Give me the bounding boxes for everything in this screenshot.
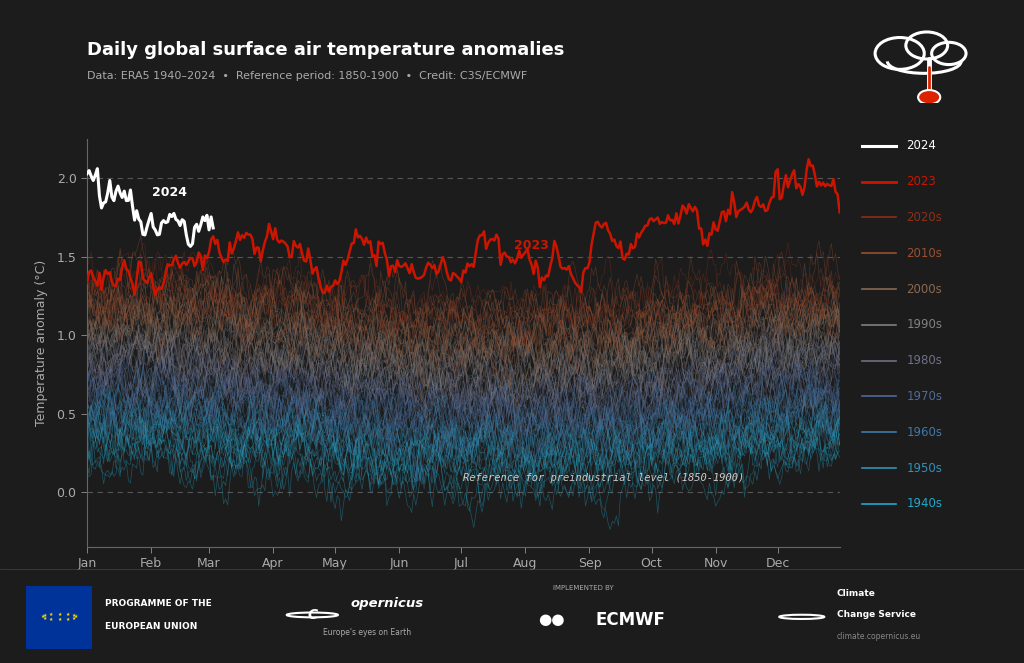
Text: 2023: 2023 <box>514 239 549 252</box>
Text: 1970s: 1970s <box>906 390 942 403</box>
Y-axis label: Temperature anomaly (°C): Temperature anomaly (°C) <box>35 260 48 426</box>
Text: 2000s: 2000s <box>906 282 942 296</box>
Text: Change Service: Change Service <box>837 611 915 619</box>
Text: ★: ★ <box>43 616 47 621</box>
Text: Europe's eyes on Earth: Europe's eyes on Earth <box>323 628 411 636</box>
Text: ★: ★ <box>72 616 76 621</box>
Text: 2023: 2023 <box>906 175 936 188</box>
Text: EUROPEAN UNION: EUROPEAN UNION <box>105 622 198 631</box>
Text: ★: ★ <box>57 617 61 622</box>
Text: ★: ★ <box>74 615 78 619</box>
Text: 1950s: 1950s <box>906 461 942 475</box>
Text: Data: ERA5 1940–2024  •  Reference period: 1850-1900  •  Credit: C3S/ECMWF: Data: ERA5 1940–2024 • Reference period:… <box>87 71 527 81</box>
Text: opernicus: opernicus <box>350 597 423 610</box>
Text: ★: ★ <box>49 617 53 622</box>
Text: 2024: 2024 <box>153 186 187 199</box>
Text: Reference for preindustrial level (1850-1900): Reference for preindustrial level (1850-… <box>463 473 744 483</box>
Text: 2010s: 2010s <box>906 247 942 260</box>
Text: C: C <box>307 608 317 622</box>
Text: Climate: Climate <box>837 589 876 598</box>
Text: ★: ★ <box>66 612 70 617</box>
Text: 2020s: 2020s <box>906 211 942 224</box>
Text: ●●: ●● <box>538 612 564 627</box>
Text: ★: ★ <box>49 612 53 617</box>
Text: ★: ★ <box>66 617 70 622</box>
Text: 1960s: 1960s <box>906 426 942 439</box>
Text: ★: ★ <box>72 613 76 618</box>
Circle shape <box>919 90 940 104</box>
Bar <box>26 586 92 648</box>
Text: 1940s: 1940s <box>906 497 942 511</box>
Text: PROGRAMME OF THE: PROGRAMME OF THE <box>105 599 212 608</box>
Text: ECMWF: ECMWF <box>596 611 666 629</box>
Text: 1980s: 1980s <box>906 354 942 367</box>
Text: IMPLEMENTED BY: IMPLEMENTED BY <box>553 585 614 591</box>
Text: 2024: 2024 <box>906 139 936 152</box>
Text: ★: ★ <box>43 613 47 618</box>
Text: ★: ★ <box>57 611 61 617</box>
Text: Daily global surface air temperature anomalies: Daily global surface air temperature ano… <box>87 41 564 59</box>
Text: climate.copernicus.eu: climate.copernicus.eu <box>837 632 921 640</box>
Text: ★: ★ <box>41 615 45 619</box>
Text: 1990s: 1990s <box>906 318 942 332</box>
